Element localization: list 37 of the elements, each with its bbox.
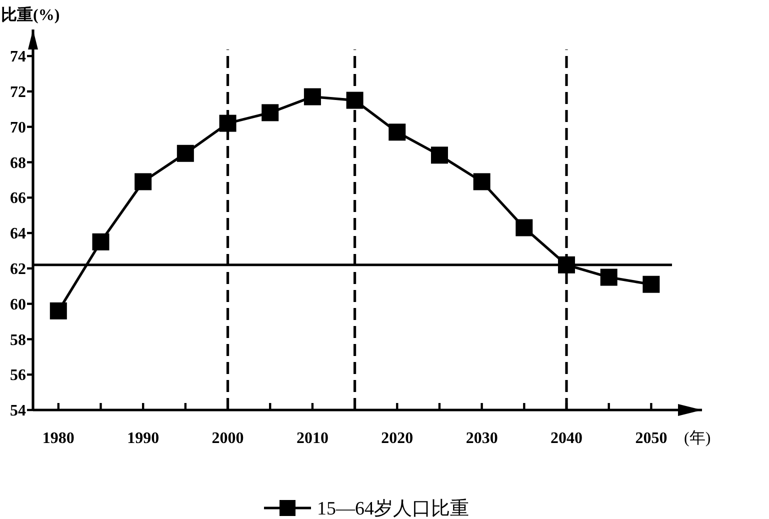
point [92,233,110,250]
y-tick-label: 72 [10,84,26,102]
y-tick-label: 74 [10,48,26,66]
y-tick-label: 54 [10,402,26,420]
y-tick-label: 56 [10,367,26,384]
point [558,256,576,274]
point [388,124,406,141]
x-tick-label: 2030 [466,430,498,447]
point [516,219,533,236]
point [262,104,279,122]
point [642,276,660,293]
x-tick-label: 2010 [296,430,328,447]
point [473,173,490,190]
point [134,173,152,190]
y-tick-label: 66 [10,190,26,208]
x-tick-label: 2050 [635,430,668,447]
y-tick-label: 68 [10,154,26,172]
y-tick-label: 60 [10,296,26,314]
legend-label: 15—64岁人口比重 [317,498,469,519]
point [219,114,236,132]
point [50,302,67,320]
point [346,92,364,109]
x-tick-label: 2040 [550,430,583,447]
y-tick-label: 64 [10,226,26,243]
x-tick-label: 2020 [381,430,414,447]
point [304,88,321,106]
point [430,146,448,164]
y-tick-label: 62 [10,261,26,278]
y-tick-label: 58 [10,332,26,349]
point [176,144,194,162]
x-axis-title: (年) [684,430,711,447]
y-axis-title: 比重(%) [1,6,60,24]
y-tick-label: 70 [10,119,26,136]
x-tick-label: 2000 [212,430,244,447]
x-tick-label: 1990 [127,430,160,447]
x-tick-label: 1980 [42,430,74,447]
point [600,268,618,286]
